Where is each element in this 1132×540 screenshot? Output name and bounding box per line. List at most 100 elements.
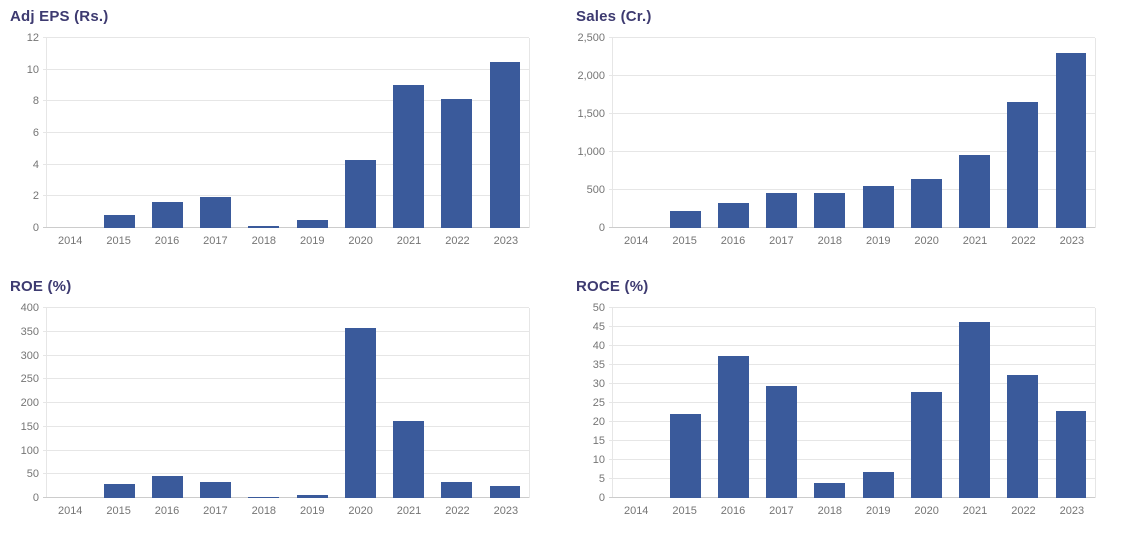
- x-tick-label-2019: 2019: [865, 505, 891, 517]
- bar-2017[interactable]: [766, 192, 798, 228]
- bar-slot-2019: [288, 38, 336, 228]
- bar-2016[interactable]: [718, 356, 749, 498]
- y-tick-label: 25: [592, 397, 605, 409]
- bar-2022[interactable]: [1007, 101, 1039, 228]
- bar-2020[interactable]: [344, 159, 376, 228]
- bar-2017[interactable]: [200, 481, 232, 498]
- gridline: [609, 345, 1095, 346]
- chart-panel-adj-eps: Adj EPS (Rs.) 0 2 4 6 8 10 12 2014 2015 2016 2017…: [0, 0, 566, 270]
- y-tick-label: 2,000: [577, 70, 605, 82]
- bar-2016[interactable]: [152, 476, 183, 498]
- x-tick-label-2016: 2016: [720, 505, 746, 517]
- bar-2023[interactable]: [1055, 53, 1087, 228]
- gridline: [43, 449, 529, 451]
- bar-2021[interactable]: [959, 321, 990, 498]
- bar-2018[interactable]: [248, 225, 280, 228]
- bar-slot-2016: [709, 38, 757, 228]
- y-tick-label: 0: [598, 222, 605, 234]
- bar-slot-2019: [288, 308, 336, 498]
- bar-slot-2017: [192, 38, 240, 228]
- bar-2015[interactable]: [103, 215, 135, 228]
- bar-2018[interactable]: [814, 192, 846, 228]
- x-tick-label-2017: 2017: [203, 235, 228, 247]
- bar-slot-2023: [1047, 308, 1095, 498]
- x-tick-label-2023: 2023: [1059, 235, 1085, 247]
- bar-2015[interactable]: [669, 413, 701, 498]
- y-tick-label: 300: [20, 349, 39, 362]
- y-axis-labels: 0 50 100 150 200 250 300 350 400: [10, 302, 46, 504]
- x-axis-labels: 2014 2015 2016 2017 2018 2019 2020 2021 2022 2023: [46, 498, 530, 522]
- x-tick-label-2021: 2021: [962, 235, 988, 247]
- gridline: [609, 478, 1095, 479]
- bar-2015[interactable]: [669, 211, 701, 228]
- axis-corner-spacer: [576, 228, 612, 252]
- bar-2020[interactable]: [910, 392, 942, 498]
- bar-2020[interactable]: [344, 328, 376, 498]
- bar-2016[interactable]: [152, 201, 183, 228]
- bar-slot-2016: [143, 38, 191, 228]
- x-tick-label-2015: 2015: [106, 235, 131, 247]
- bar-slot-2014: [613, 308, 661, 498]
- bar-slot-2021: [950, 38, 998, 228]
- bar-2019[interactable]: [296, 220, 328, 228]
- y-tick-label: 6: [32, 127, 39, 139]
- bar-slot-2019: [854, 38, 902, 228]
- y-axis-labels: 0 5 10 15 20 25 30 35 40 45 50: [576, 302, 612, 504]
- gridline: [609, 189, 1095, 190]
- x-tick-label-2021: 2021: [962, 505, 988, 517]
- bar-2019[interactable]: [862, 471, 894, 498]
- bar-2018[interactable]: [814, 482, 846, 498]
- bar-slot-2015: [661, 38, 709, 228]
- y-tick-label: 350: [20, 325, 39, 338]
- bar-2021[interactable]: [393, 84, 424, 228]
- bar-slot-2016: [143, 308, 191, 498]
- bar-2022[interactable]: [441, 482, 473, 498]
- gridline: [43, 100, 529, 102]
- bar-2023[interactable]: [489, 61, 521, 228]
- bar-2019[interactable]: [862, 186, 894, 228]
- bar-slot-2014: [47, 308, 95, 498]
- bar-chart-sales: 0 500 1,000 1,500 2,000 2,500 2014 2015 2016 201…: [576, 32, 1096, 252]
- x-tick-label-2020: 2020: [914, 505, 939, 517]
- y-tick-label: 40: [592, 340, 605, 352]
- bar-2015[interactable]: [103, 483, 135, 498]
- bar-2023[interactable]: [489, 486, 521, 498]
- y-tick-label: 10: [26, 63, 39, 76]
- chart-title-adj-eps: Adj EPS (Rs.): [10, 8, 109, 25]
- gridline: [609, 151, 1095, 152]
- x-tick-label-2017: 2017: [769, 505, 794, 517]
- bar-slot-2018: [240, 38, 288, 228]
- gridline: [609, 307, 1095, 308]
- chart-title-roce: ROCE (%): [576, 278, 649, 295]
- bar-2017[interactable]: [766, 386, 798, 498]
- y-tick-label: 12: [26, 32, 39, 44]
- bar-2022[interactable]: [441, 98, 473, 228]
- bar-2023[interactable]: [1055, 411, 1087, 498]
- bar-slot-2020: [336, 38, 384, 228]
- y-tick-label: 10: [592, 454, 605, 466]
- chart-title-sales: Sales (Cr.): [576, 8, 652, 25]
- bar-slot-2017: [758, 38, 806, 228]
- bar-2020[interactable]: [910, 178, 942, 228]
- y-tick-label: 45: [592, 321, 605, 333]
- bar-slot-2022: [999, 308, 1047, 498]
- y-tick-label: 200: [20, 397, 39, 409]
- x-axis-line: [43, 497, 529, 498]
- y-tick-label: 5: [598, 473, 605, 485]
- bar-2022[interactable]: [1007, 374, 1039, 498]
- bar-slot-2022: [433, 38, 481, 228]
- y-tick-label: 400: [20, 302, 39, 314]
- bar-2016[interactable]: [718, 202, 749, 228]
- bar-2021[interactable]: [959, 155, 990, 228]
- x-tick-label-2015: 2015: [672, 505, 697, 517]
- bar-2017[interactable]: [200, 197, 232, 228]
- bar-2019[interactable]: [296, 494, 328, 498]
- bar-2018[interactable]: [248, 497, 280, 498]
- bar-2021[interactable]: [393, 420, 424, 498]
- plot-area: [43, 307, 530, 498]
- y-tick-label: 100: [20, 444, 39, 457]
- gridline: [609, 364, 1095, 365]
- bar-slot-2023: [1047, 38, 1095, 228]
- bar-chart-roce: 0 5 10 15 20 25 30 35 40 45 50 2014 2015 2016 2017 201…: [576, 302, 1096, 522]
- x-tick-label-2014: 2014: [57, 235, 83, 247]
